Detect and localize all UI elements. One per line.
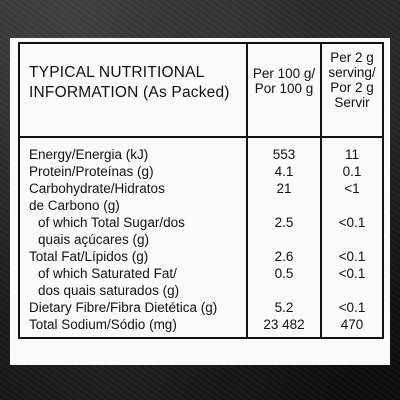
per-serving-value: <0.1 <box>320 265 383 299</box>
per-100g-value: 23 482 <box>246 316 321 338</box>
nutrition-label-panel: TYPICAL NUTRITIONAL INFORMATION (As Pack… <box>10 38 390 365</box>
row-label: of which Saturated Fat/ dos quais satura… <box>19 265 247 299</box>
row-label-line1: of which Total Sugar/dos <box>38 215 185 230</box>
row-label-line1: Dietary Fibre/Fibra Dietética (g) <box>29 300 218 315</box>
row-label-line2: quais açúcares (g) <box>38 232 150 247</box>
row-label-line1: of which Saturated Fat/ <box>38 266 177 281</box>
table-title: TYPICAL NUTRITIONAL INFORMATION (As Pack… <box>19 43 247 138</box>
per-serving-header: Per 2 g serving/ Por 2 g Servir <box>320 43 383 138</box>
per-serving-header-line2: serving/ <box>328 65 376 80</box>
row-label: Protein/Proteínas (g) <box>19 163 247 180</box>
per-serving-value: 0.1 <box>320 163 383 180</box>
per-100g-header-line2: Por 100 g <box>254 81 314 96</box>
row-label-line1: Total Fat/Lípidos (g) <box>29 249 149 264</box>
per-100g-value: 5.2 <box>246 299 321 316</box>
table-row-total-fat: Total Fat/Lípidos (g) 2.6 <0.1 <box>19 248 383 265</box>
table-row-energy: Energy/Energia (kJ) 553 11 <box>19 137 383 163</box>
table-header-row: TYPICAL NUTRITIONAL INFORMATION (As Pack… <box>19 43 383 138</box>
table-row-protein: Protein/Proteínas (g) 4.1 0.1 <box>19 163 383 180</box>
per-100g-value: 4.1 <box>246 163 321 180</box>
row-label-line1: Total Sodium/Sódio (mg) <box>29 317 177 332</box>
row-label: Total Sodium/Sódio (mg) <box>19 316 247 338</box>
per-100g-header: Per 100 g/ Por 100 g <box>246 43 321 138</box>
per-serving-value: <1 <box>320 180 383 214</box>
table-row-total-sodium: Total Sodium/Sódio (mg) 23 482 470 <box>19 316 383 338</box>
per-100g-value: 0.5 <box>246 265 321 299</box>
row-label: Dietary Fibre/Fibra Dietética (g) <box>19 299 247 316</box>
per-100g-value: 2.6 <box>246 248 321 265</box>
table-row-dietary-fibre: Dietary Fibre/Fibra Dietética (g) 5.2 <0… <box>19 299 383 316</box>
row-label-line2: de Carbono (g) <box>29 198 120 213</box>
per-serving-header-line4: Servir <box>334 95 370 110</box>
table-title-line1: TYPICAL NUTRITIONAL <box>29 64 205 81</box>
table-row-carbohydrate: Carbohydrate/Hidratos de Carbono (g) 21 … <box>19 180 383 214</box>
per-serving-value: 11 <box>320 137 383 163</box>
table-title-line2: INFORMATION (As Packed) <box>29 84 230 101</box>
table-row-saturated-fat: of which Saturated Fat/ dos quais satura… <box>19 265 383 299</box>
row-label: Carbohydrate/Hidratos de Carbono (g) <box>19 180 247 214</box>
per-serving-header-line3: Por 2 g <box>330 80 374 95</box>
per-100g-value: 553 <box>246 137 321 163</box>
per-100g-value: 21 <box>246 180 321 214</box>
per-serving-value: <0.1 <box>320 248 383 265</box>
row-label-line1: Energy/Energia (kJ) <box>29 147 149 162</box>
row-label: of which Total Sugar/dos quais açúcares … <box>19 214 247 248</box>
per-100g-header-line1: Per 100 g/ <box>252 66 316 81</box>
per-100g-value: 2.5 <box>246 214 321 248</box>
nutrition-table: TYPICAL NUTRITIONAL INFORMATION (As Pack… <box>18 42 384 339</box>
row-label: Energy/Energia (kJ) <box>19 137 247 163</box>
per-serving-value: <0.1 <box>320 214 383 248</box>
per-serving-value: <0.1 <box>320 299 383 316</box>
per-serving-value: 470 <box>320 316 383 338</box>
row-label-line1: Carbohydrate/Hidratos <box>29 181 165 196</box>
row-label: Total Fat/Lípidos (g) <box>19 248 247 265</box>
per-serving-header-line1: Per 2 g <box>330 50 374 65</box>
row-label-line1: Protein/Proteínas (g) <box>29 164 154 179</box>
row-label-line2: dos quais saturados (g) <box>38 283 180 298</box>
table-row-total-sugar: of which Total Sugar/dos quais açúcares … <box>19 214 383 248</box>
